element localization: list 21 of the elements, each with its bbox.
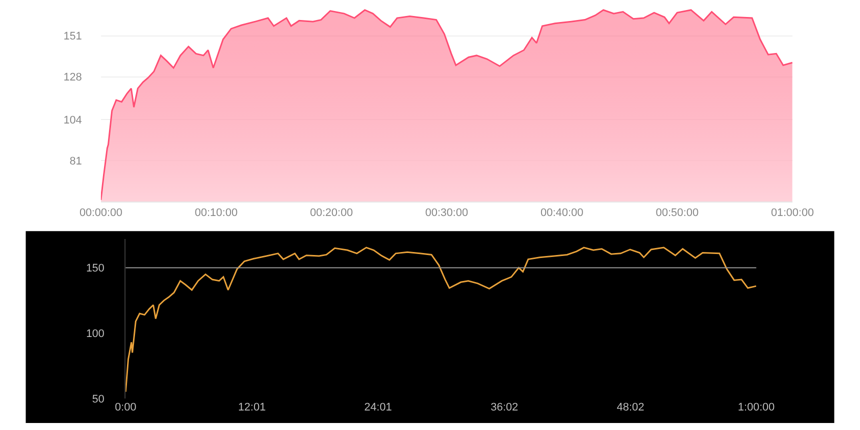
x-tick-label: 00:30:00 [425,206,468,219]
x-tick-label: 12:01 [238,401,266,414]
y-tick-label: 50 [92,393,104,406]
x-tick-label: 24:01 [364,401,392,414]
x-tick-label: 00:50:00 [656,206,699,219]
y-tick-label: 128 [64,72,82,84]
x-tick-label: 48:02 [616,401,644,414]
x-tick-label: 01:00:00 [770,206,814,219]
x-tick-label: 00:10:00 [194,206,238,219]
y-tick-label: 100 [86,328,104,340]
x-tick-label: 00:00:00 [79,206,122,219]
y-tick-label: 104 [64,114,82,126]
x-tick-label: 0:00 [114,401,136,414]
y-tick-label: 151 [64,30,82,43]
y-tick-label: 150 [86,262,104,275]
y-tick-label: 81 [70,156,82,168]
x-tick-label: 36:02 [490,401,518,414]
x-tick-label: 00:20:00 [310,206,353,219]
x-tick-label: 00:40:00 [540,206,584,219]
line-series [126,246,756,393]
x-tick-label: 1:00:00 [738,401,775,414]
